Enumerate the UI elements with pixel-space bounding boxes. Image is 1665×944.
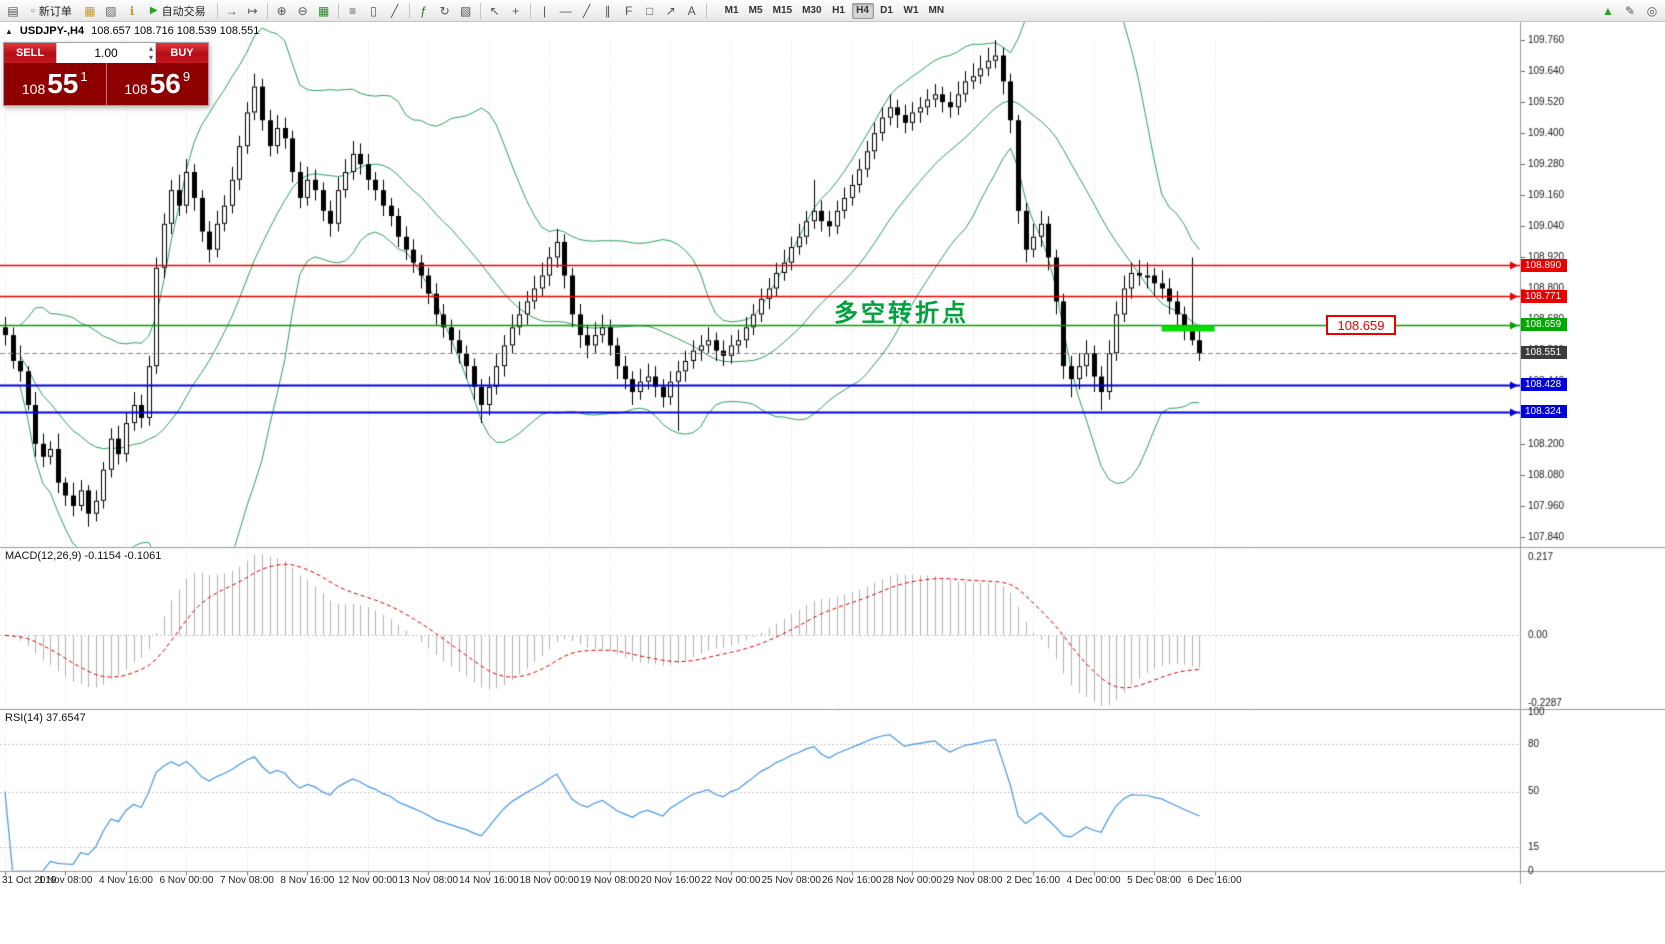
print-icon[interactable]: ▨ — [105, 3, 117, 18]
cursor-icon[interactable]: ↖ — [489, 3, 500, 18]
zoom-in-icon[interactable]: ⊕ — [276, 3, 287, 18]
date-axis-label: 22 Nov 00:00 — [701, 875, 761, 886]
info-icon[interactable]: ℹ — [129, 3, 135, 18]
date-axis-label: 5 Dec 08:00 — [1127, 875, 1182, 886]
volume-decrease-button[interactable]: ▾ — [148, 53, 153, 62]
date-axis-label: 1 Nov 08:00 — [38, 875, 93, 886]
toolbar-separator — [479, 2, 481, 19]
toolbar-separator — [216, 2, 218, 19]
symbol-info: ▲ USDJPY-,H4 108.657 108.716 108.539 108… — [5, 25, 259, 37]
timeframe-m5-button[interactable]: M5 — [748, 5, 763, 16]
date-axis-label: 2 Dec 16:00 — [1006, 875, 1061, 886]
line-chart-icon[interactable]: ╱ — [390, 3, 399, 18]
ohlc-bars-icon[interactable]: ≡ — [349, 3, 357, 18]
buy-button[interactable]: BUY — [156, 43, 208, 63]
date-axis-label: 26 Nov 16:00 — [821, 875, 882, 886]
new-order-button[interactable]: ▫ 新订单 — [24, 2, 79, 20]
buy-price-button[interactable]: 108 56 9 — [107, 63, 209, 105]
panel-collapse-icon[interactable]: ▲ — [5, 26, 13, 36]
timeframe-m15-button[interactable]: M15 — [772, 5, 793, 16]
date-axis-label: 19 Nov 08:00 — [580, 875, 640, 886]
new-order-label: 新订单 — [38, 5, 72, 18]
price-chart-canvas[interactable] — [0, 22, 1665, 944]
candlestick-chart-icon[interactable]: ▯ — [370, 3, 377, 18]
chart-window: ▲ USDJPY-,H4 108.657 108.716 108.539 108… — [0, 22, 1665, 944]
date-axis-label: 6 Nov 00:00 — [159, 875, 214, 886]
date-axis-label: 20 Nov 16:00 — [640, 875, 701, 886]
timeframe-h1-button[interactable]: H1 — [832, 5, 845, 16]
indicators-icon[interactable]: ƒ — [420, 3, 427, 18]
toolbar-separator — [408, 2, 410, 19]
timeframe-h4-button[interactable]: H4 — [851, 2, 874, 19]
overflow-up-arrow-icon[interactable]: ▲ — [1602, 3, 1614, 18]
edit-icon[interactable]: ✎ — [1624, 3, 1636, 18]
date-axis: 31 Oct 2019 1 Nov 08:00 4 Nov 16:00 6 Nov 0… — [0, 875, 1520, 891]
support-price-label: 108.659 — [1326, 315, 1396, 335]
timeframe-mn-button[interactable]: MN — [928, 5, 945, 16]
buy-price-bigfigure: 108 — [124, 80, 148, 97]
horizontal-line-icon[interactable]: — — [559, 3, 572, 18]
vertical-line-icon[interactable]: | — [543, 3, 547, 18]
chart-text-annotation: 多空转折点 — [834, 300, 969, 327]
sell-price-bigfigure: 108 — [21, 80, 46, 97]
autotrading-label: 自动交易 — [161, 5, 206, 18]
trendline-icon[interactable]: ╱ — [582, 3, 591, 18]
channel-icon[interactable]: ∥ — [604, 3, 611, 18]
toolbar-separator — [529, 2, 531, 19]
new-order-icon: ▫ — [31, 4, 35, 17]
search-icon[interactable]: ◎ — [1646, 3, 1658, 18]
date-axis-label: 13 Nov 08:00 — [398, 875, 459, 886]
tile-windows-icon[interactable]: ▦ — [317, 3, 330, 18]
volume-field[interactable]: 1.00 ▴ ▾ — [56, 43, 156, 63]
zoom-out-icon[interactable]: ⊖ — [297, 3, 308, 18]
date-axis-label: 6 Dec 16:00 — [1187, 875, 1242, 886]
timeframe-w1-button[interactable]: W1 — [903, 5, 919, 16]
sell-button[interactable]: SELL — [4, 43, 56, 63]
auto-scroll-icon[interactable]: → — [225, 3, 238, 18]
date-axis-label: 12 Nov 00:00 — [338, 875, 398, 886]
shapes-icon[interactable]: □ — [645, 3, 654, 18]
timeframe-d1-button[interactable]: D1 — [880, 5, 893, 16]
volume-value[interactable]: 1.00 — [94, 46, 118, 60]
symbol-ohlc-values: 108.657 108.716 108.539 108.551 — [91, 25, 260, 37]
date-axis-label: 7 Nov 08:00 — [219, 875, 274, 886]
date-axis-label: 4 Dec 00:00 — [1066, 875, 1121, 886]
date-axis-label: 8 Nov 16:00 — [280, 875, 335, 886]
toolbar-separator — [266, 2, 268, 19]
timeframe-m1-button[interactable]: M1 — [724, 5, 739, 16]
refresh-icon[interactable]: ↻ — [439, 3, 450, 18]
arrow-tools-icon[interactable]: ↗ — [665, 3, 676, 18]
sell-price-point: 1 — [80, 69, 88, 84]
rsi-indicator-label: RSI(14) 37.6547 — [5, 712, 86, 724]
buy-price-pips: 56 — [149, 68, 181, 99]
text-label-icon[interactable]: A — [687, 3, 696, 18]
date-axis-label: 25 Nov 08:00 — [761, 875, 821, 886]
symbol-title: USDJPY-,H4 — [19, 25, 85, 37]
date-axis-label: 29 Nov 08:00 — [942, 875, 1003, 886]
chart-properties-icon[interactable]: ▧ — [459, 3, 472, 18]
date-axis-label: 18 Nov 00:00 — [519, 875, 580, 886]
one-click-trading-panel: SELL 1.00 ▴ ▾ BUY 108 55 1 108 56 9 — [3, 42, 209, 106]
volume-increase-button[interactable]: ▴ — [148, 44, 153, 53]
timeframe-m30-button[interactable]: M30 — [802, 5, 822, 16]
date-axis-label: 31 Oct 2019 — [2, 875, 57, 886]
date-axis-label: 28 Nov 00:00 — [882, 875, 942, 886]
sell-price-pips: 55 — [47, 68, 79, 99]
buy-price-point: 9 — [182, 69, 191, 84]
date-axis-label: 14 Nov 16:00 — [459, 875, 519, 886]
sell-price-button[interactable]: 108 55 1 — [4, 63, 107, 105]
crosshair-icon[interactable]: + — [512, 3, 520, 18]
charts-symbols-icon[interactable]: ▦ — [84, 3, 96, 18]
chart-shift-icon[interactable]: ↦ — [247, 3, 258, 18]
toolbar-separator — [337, 2, 339, 19]
timeframe-toolbar: M1 M5 M15 M30 H1 H4 D1 W1 MN — [721, 2, 948, 19]
toolbar-separator — [705, 2, 707, 19]
toolbar: ▤ ▫ 新订单 ▦ ▨ ℹ ▶ 自动交易 → ↦ ⊕ ⊖ ▦ ≡ ▯ ╱ ƒ ↻ ▧ ↖ + | — ╱ ∥ F □ ↗ A… — [0, 0, 1665, 22]
chart-window-icon[interactable]: ▤ — [7, 3, 19, 18]
play-icon: ▶ — [149, 5, 158, 16]
macd-indicator-label: MACD(12,26,9) -0.1154 -0.1061 — [5, 550, 162, 562]
fibonacci-icon[interactable]: F — [624, 3, 633, 18]
autotrading-button[interactable]: ▶ 自动交易 — [143, 2, 213, 20]
date-axis-label: 4 Nov 16:00 — [98, 875, 153, 886]
